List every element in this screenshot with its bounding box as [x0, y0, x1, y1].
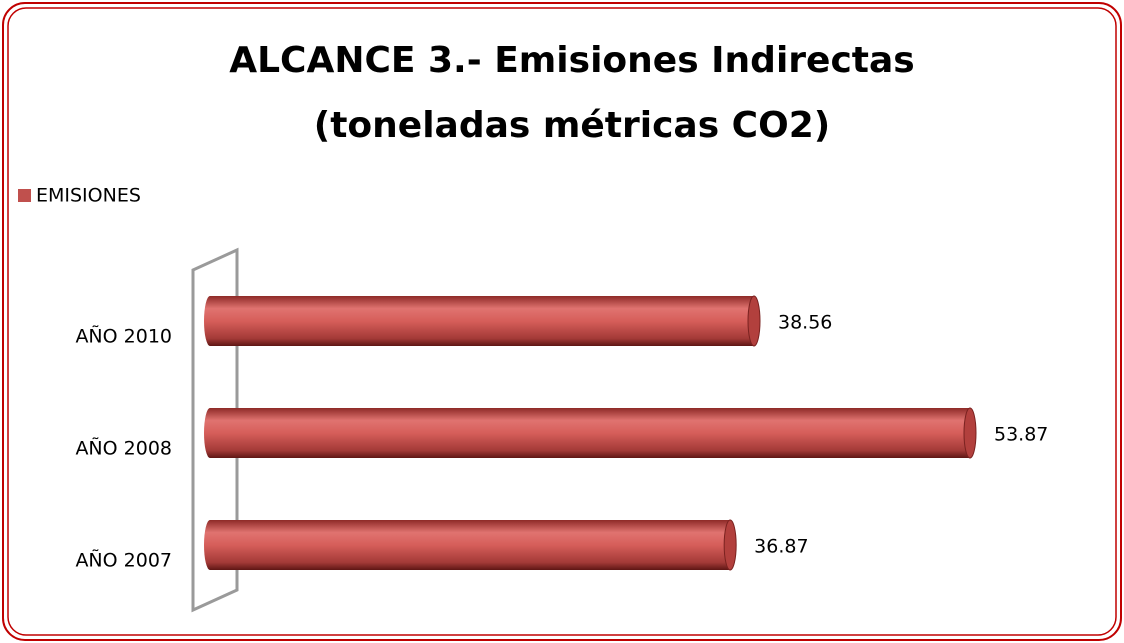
- bar: [204, 296, 761, 346]
- back-wall: [191, 247, 239, 613]
- bar-cap: [747, 295, 761, 347]
- data-label: 38.56: [778, 312, 832, 334]
- legend-swatch: [18, 189, 31, 202]
- inner-border: [7, 7, 1117, 636]
- bar: [204, 408, 976, 458]
- bar-cap: [963, 407, 977, 459]
- y-tick-label: AÑO 2007: [75, 549, 172, 572]
- legend-label: EMISIONES: [36, 185, 141, 207]
- chart-title: ALCANCE 3.- Emisiones Indirectas: [229, 40, 914, 81]
- chart-title: (toneladas métricas CO2): [314, 105, 830, 146]
- bar-cap: [723, 519, 737, 571]
- data-label: 53.87: [994, 424, 1048, 446]
- data-label: 36.87: [754, 536, 808, 558]
- y-tick-label: AÑO 2008: [75, 437, 172, 460]
- bar: [204, 520, 737, 570]
- y-tick-label: AÑO 2010: [75, 325, 172, 348]
